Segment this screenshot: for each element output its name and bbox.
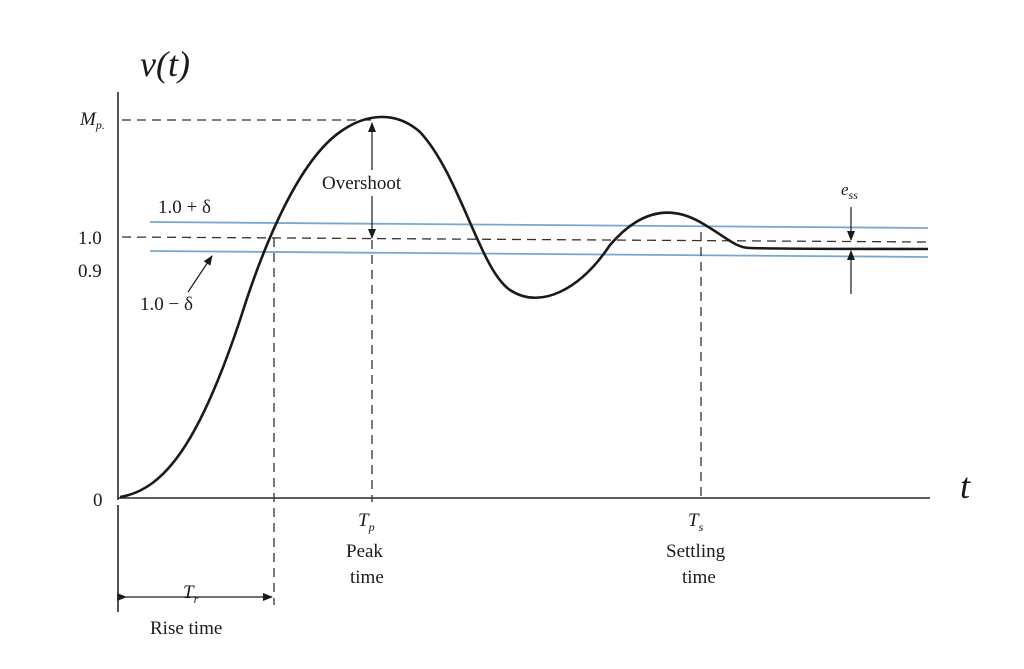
tp-caption-line1: Peak xyxy=(346,541,383,562)
ess-label: ess xyxy=(841,180,858,202)
lower-band-pointer-arrow xyxy=(187,255,213,293)
tick-label-zero-nine: 0.9 xyxy=(78,261,102,282)
y-axis-label: v(t) xyxy=(140,44,190,84)
upper-tolerance-line xyxy=(149,221,929,229)
response-curve xyxy=(119,115,929,499)
tick-label-one: 1.0 xyxy=(78,228,102,249)
tr-caption: Rise time xyxy=(150,618,222,639)
final-value-dashed-line xyxy=(121,236,929,243)
tp-label: Tp xyxy=(358,510,375,534)
overshoot-label: Overshoot xyxy=(322,173,402,194)
ts-caption-line2: time xyxy=(682,567,716,588)
tick-label-zero: 0 xyxy=(93,490,103,511)
ts-caption-line1: Settling xyxy=(666,541,726,562)
lower-band-label: 1.0 − δ xyxy=(140,294,193,315)
tp-caption-line2: time xyxy=(350,567,384,588)
mp-label: Mp. xyxy=(79,109,105,132)
x-axis-label: t xyxy=(960,466,971,506)
lower-tolerance-line xyxy=(149,250,929,258)
upper-band-label: 1.0 + δ xyxy=(158,197,211,218)
ts-label: Ts xyxy=(688,510,704,534)
tr-label: Tr xyxy=(183,582,199,606)
